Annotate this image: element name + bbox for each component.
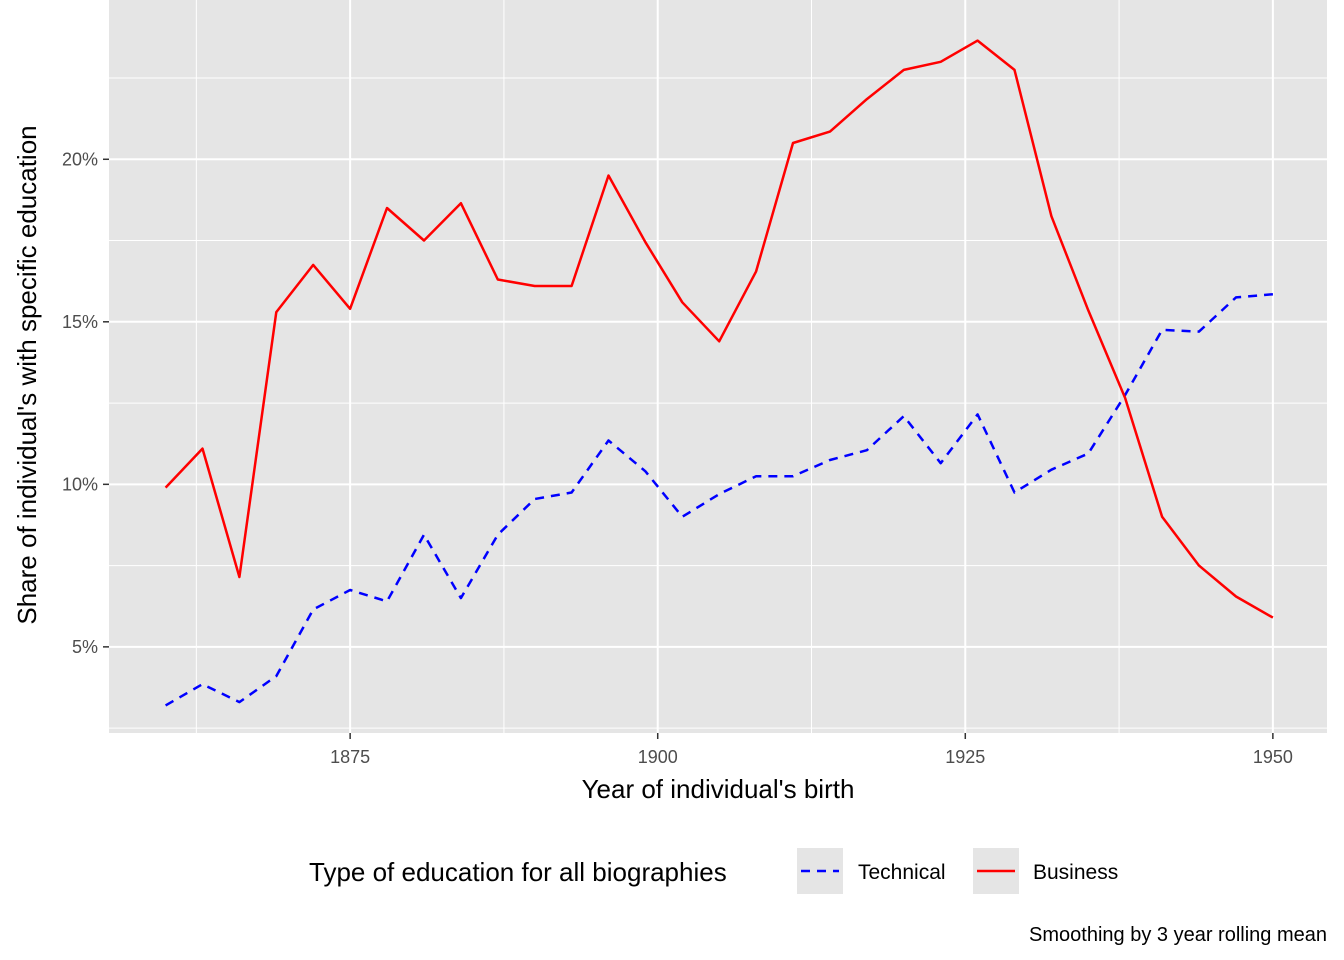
x-tick-label: 1875 <box>330 747 370 767</box>
legend-item-technical: Technical <box>797 848 946 894</box>
series-layer <box>164 39 1274 707</box>
legend-label-business: Business <box>1033 861 1118 884</box>
y-tick-label: 15% <box>62 312 98 332</box>
legend-title: Type of education for all biographies <box>309 857 727 887</box>
x-tick-label: 1900 <box>638 747 678 767</box>
y-tick-label: 20% <box>62 149 98 169</box>
series-line-technical <box>164 292 1274 707</box>
major-gridlines <box>109 0 1327 733</box>
x-axis-title: Year of individual's birth <box>582 774 855 804</box>
x-axis: 1875 1900 1925 1950 <box>330 733 1293 767</box>
y-tick-label: 5% <box>72 637 98 657</box>
y-axis: 5% 10% 15% 20% <box>62 149 109 657</box>
legend-item-business: Business <box>973 848 1118 894</box>
series-line-business <box>164 39 1274 619</box>
x-tick-label: 1925 <box>945 747 985 767</box>
chart-caption: Smoothing by 3 year rolling mean <box>1029 924 1327 946</box>
x-tick-label: 1950 <box>1253 747 1293 767</box>
plot-panel <box>109 0 1327 733</box>
y-tick-label: 10% <box>62 474 98 494</box>
minor-gridlines <box>109 0 1327 733</box>
y-axis-title: Share of individual's with specific educ… <box>12 125 42 624</box>
legend: Type of education for all biographies Te… <box>309 848 1118 894</box>
legend-label-technical: Technical <box>858 861 946 884</box>
